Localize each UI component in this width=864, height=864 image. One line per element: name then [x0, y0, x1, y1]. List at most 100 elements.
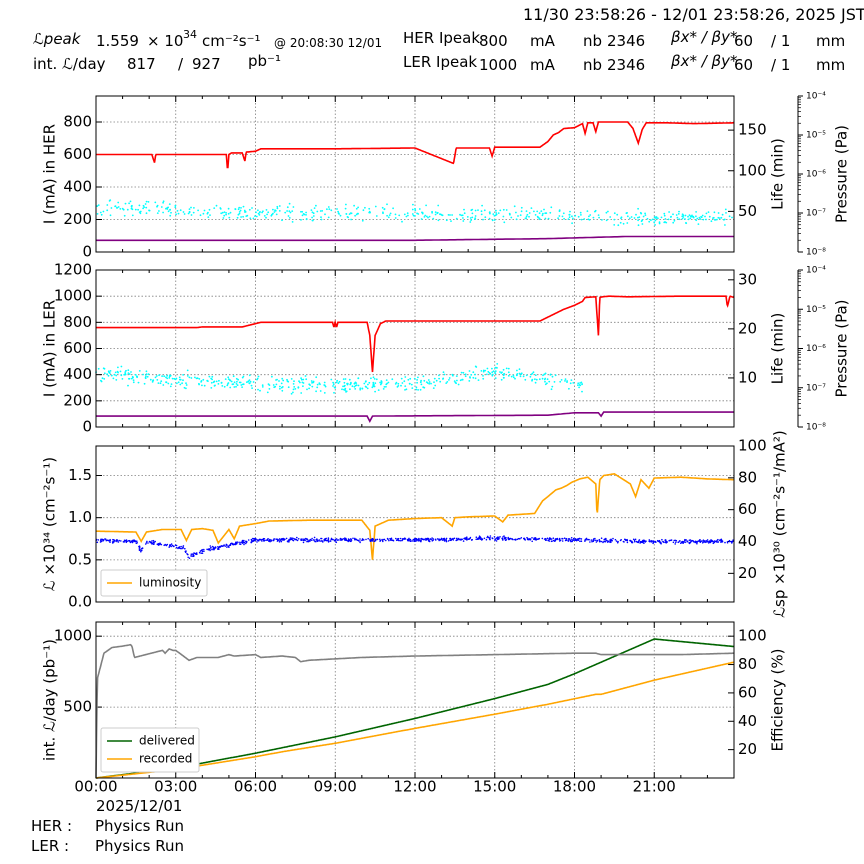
- her-lifetime-point: [520, 206, 523, 209]
- her-lifetime-point: [364, 206, 366, 209]
- ler-lifetime-point: [132, 381, 135, 384]
- luminosity-specific-luminosity-point: [551, 540, 553, 542]
- ler-lifetime-point: [200, 381, 203, 383]
- her-lifetime-point: [276, 205, 279, 208]
- her-lifetime-point: [705, 212, 708, 215]
- ler-lifetime-point: [156, 379, 159, 381]
- her-lifetime-point: [130, 207, 133, 210]
- ler-lifetime-point: [323, 384, 326, 386]
- ler-lifetime-point: [451, 373, 454, 376]
- luminosity-specific-luminosity-point: [569, 539, 572, 542]
- ler-lifetime-point: [530, 373, 533, 376]
- luminosity-specific-luminosity-point: [169, 544, 171, 546]
- her-lifetime-point: [227, 212, 230, 215]
- luminosity-specific-luminosity-point: [487, 536, 490, 539]
- luminosity-specific-luminosity-point: [637, 541, 640, 544]
- her-lifetime-point: [225, 213, 228, 216]
- ler-lifetime-point: [474, 377, 477, 380]
- her-lifetime-point: [162, 200, 165, 203]
- footer-her-status: Physics Run: [95, 817, 185, 835]
- luminosity-specific-luminosity-point: [719, 539, 721, 542]
- luminosity-specific-luminosity-point: [147, 542, 149, 544]
- integrated-efficiency-line: [95, 643, 734, 779]
- her-lifetime-point: [401, 220, 403, 223]
- luminosity-specific-luminosity-point: [660, 542, 662, 545]
- lpeak-timestamp: @ 20:08:30 12/01: [274, 36, 383, 50]
- her-lifetime-point: [142, 204, 145, 207]
- luminosity-specific-luminosity-point: [261, 540, 263, 542]
- ler-lifetime-point: [257, 375, 260, 378]
- ler-lifetime-point: [343, 384, 346, 387]
- luminosity-specific-luminosity-point: [390, 537, 393, 540]
- her-lifetime-point: [427, 216, 429, 219]
- her-ytick-label: 400: [63, 178, 92, 196]
- ler-lifetime-point: [524, 378, 527, 381]
- luminosity-specific-luminosity-point: [643, 542, 645, 544]
- luminosity-specific-luminosity-point: [641, 541, 643, 543]
- luminosity-specific-luminosity-point: [545, 539, 548, 541]
- ler-lifetime-point: [455, 375, 458, 377]
- ler-lifetime-point: [482, 375, 484, 377]
- her-lifetime-point: [239, 209, 242, 212]
- integrated-ytick-label: 500: [63, 698, 92, 716]
- ler-lifetime-point: [568, 387, 570, 390]
- luminosity-specific-luminosity-point: [546, 537, 549, 540]
- ler-lifetime-point: [357, 384, 360, 387]
- her-lifetime-point: [361, 219, 364, 222]
- her-lifetime-point: [242, 215, 245, 218]
- luminosity-specific-luminosity-point: [131, 541, 134, 544]
- her-lifetime-point: [411, 208, 414, 211]
- luminosity-specific-luminosity-point: [458, 538, 461, 541]
- ler-lifetime-point: [181, 382, 184, 385]
- integrated-recorded-line: [95, 661, 735, 779]
- her-lifetime-point: [388, 214, 391, 217]
- her-lifetime-point: [619, 221, 622, 224]
- her-pressure-tick-label: 10⁻⁴: [806, 92, 826, 102]
- ler-lifetime-point: [142, 373, 145, 376]
- ler-lifetime-point: [470, 374, 473, 376]
- luminosity-specific-luminosity-point: [239, 543, 242, 545]
- luminosity-specific-luminosity-point: [330, 537, 333, 540]
- her-lifetime-point: [579, 211, 582, 214]
- her-lifetime-point: [257, 209, 259, 212]
- ler-lifetime-point: [208, 375, 211, 378]
- luminosity-specific-luminosity-point: [572, 537, 575, 540]
- luminosity-specific-luminosity-point: [359, 541, 361, 544]
- luminosity-specific-luminosity-point: [550, 538, 553, 540]
- ler-lifetime-point: [443, 373, 446, 376]
- luminosity-specific-luminosity-point: [396, 538, 399, 540]
- ler-lifetime-point: [551, 385, 554, 388]
- ler-lifetime-point: [477, 379, 480, 381]
- luminosity-specific-luminosity-point: [502, 536, 504, 538]
- her-lifetime-point: [312, 219, 314, 222]
- her-lifetime-point: [311, 216, 313, 219]
- luminosity-specific-luminosity-point: [339, 537, 342, 540]
- ler-lifetime-point: [330, 378, 333, 381]
- ler-lifetime-point: [560, 379, 563, 381]
- her-lifetime-point: [407, 214, 409, 217]
- ler-lifetime-point: [182, 379, 184, 382]
- her-lifetime-point: [248, 208, 251, 211]
- luminosity-specific-luminosity-point: [432, 538, 435, 540]
- ler-lifetime-point: [404, 389, 406, 391]
- her-lifetime-point: [492, 213, 495, 216]
- luminosity-specific-luminosity-point: [507, 536, 510, 539]
- luminosity-specific-luminosity-point: [595, 539, 597, 542]
- integrated-legend-label-recorded: recorded: [139, 752, 192, 766]
- ler-lifetime-point: [220, 382, 223, 384]
- ler-lifetime-point: [341, 388, 343, 391]
- ler-lifetime-point: [293, 386, 296, 388]
- luminosity-specific-luminosity-point: [138, 549, 141, 552]
- her-lifetime-point: [165, 207, 167, 210]
- her-lifetime-point: [607, 210, 609, 213]
- luminosity-specific-luminosity-point: [648, 540, 651, 543]
- integrated-y2tick-label: 40: [738, 712, 757, 730]
- ler-lifetime-point: [138, 370, 141, 372]
- ler-lifetime-point: [546, 382, 548, 385]
- ler-lifetime-point: [185, 382, 187, 385]
- her-lifetime-point: [270, 214, 273, 217]
- her-lifetime-point: [336, 208, 338, 210]
- ler-lifetime-point: [312, 381, 315, 384]
- luminosity-specific-luminosity-point: [120, 540, 122, 542]
- her-lifetime-point: [462, 217, 464, 219]
